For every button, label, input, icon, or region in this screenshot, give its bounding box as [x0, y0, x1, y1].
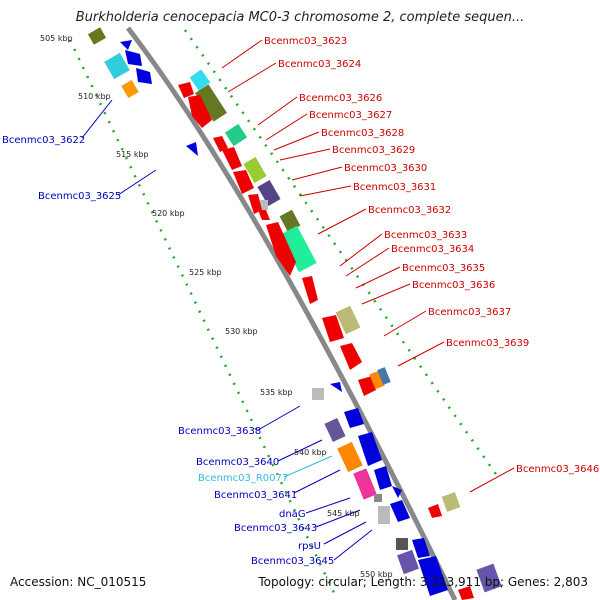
gene-label[interactable]: Bcenmc03_3629	[332, 145, 415, 156]
gene-label[interactable]: Bcenmc03_3624	[278, 59, 361, 70]
gene-label[interactable]: Bcenmc03_3625	[38, 191, 121, 202]
forward-features[interactable]	[178, 69, 474, 600]
gene-arrow	[322, 315, 344, 342]
gene-arrow	[358, 376, 376, 396]
gene-block	[279, 209, 301, 233]
gene-block	[397, 549, 419, 575]
left-labels: Bcenmc03_3622 Bcenmc03_3625 Bcenmc03_363…	[2, 99, 373, 567]
tick-label: 540 kbp	[294, 448, 327, 457]
gene-label[interactable]: Bcenmc03_3634	[391, 244, 474, 255]
gene-arrow	[458, 586, 474, 600]
gene-arrow	[213, 136, 228, 152]
gene-block	[335, 305, 361, 335]
gene-arrow	[358, 432, 382, 466]
gene-arrow	[248, 194, 262, 214]
gene-label[interactable]: Bcenmc03_R0077	[198, 473, 288, 484]
gene-block	[369, 370, 385, 390]
tick-label: 535 kbp	[260, 388, 293, 397]
gene-arrow	[392, 486, 402, 498]
tick-label: 530 kbp	[225, 327, 258, 336]
summary-label: Topology: circular; Length: 3,213,911 bp…	[258, 575, 588, 589]
gene-arrow	[412, 538, 430, 558]
gene-block	[441, 492, 461, 512]
gene-arrow	[266, 222, 296, 276]
gene-label[interactable]: Bcenmc03_3622	[2, 135, 85, 146]
gene-block	[257, 179, 281, 207]
gene-label[interactable]: Bcenmc03_3627	[309, 110, 392, 121]
gene-arrow	[390, 500, 410, 522]
gene-block	[378, 506, 390, 524]
gene-label[interactable]: Bcenmc03_3641	[214, 490, 297, 501]
accession-label: Accession: NC_010515	[10, 575, 147, 589]
gene-label[interactable]: rpsU	[298, 541, 321, 552]
gene-arrow	[340, 343, 362, 370]
reverse-features[interactable]	[87, 27, 502, 596]
gene-block	[189, 69, 211, 91]
gene-arrow	[418, 556, 448, 596]
gene-label[interactable]: dnaG	[279, 509, 306, 520]
gene-block	[195, 84, 227, 122]
gene-arrow	[222, 147, 242, 170]
gene-arrow	[258, 210, 270, 220]
tick-label: 510 kbp	[78, 92, 111, 101]
gene-label[interactable]: Bcenmc03_3633	[384, 230, 467, 241]
gene-label[interactable]: Bcenmc03_3645	[251, 556, 334, 567]
gene-label[interactable]: Bcenmc03_3646	[516, 464, 599, 475]
gene-arrow	[186, 142, 198, 156]
tick-label: 545 kbp	[327, 509, 360, 518]
gene-block	[224, 123, 248, 147]
gene-arrow	[344, 408, 364, 428]
right-labels: Bcenmc03_3623 Bcenmc03_3624 Bcenmc03_362…	[221, 36, 599, 493]
tick-label: 520 kbp	[152, 209, 185, 218]
gene-block	[374, 494, 382, 502]
gene-block	[260, 200, 268, 210]
gene-label[interactable]: Bcenmc03_3623	[264, 36, 347, 47]
gene-block	[396, 538, 408, 550]
gene-block	[121, 79, 139, 99]
gene-label[interactable]: Bcenmc03_3626	[299, 93, 382, 104]
gene-label[interactable]: Bcenmc03_3639	[446, 338, 529, 349]
gene-label[interactable]: Bcenmc03_3637	[428, 307, 511, 318]
backbone	[126, 26, 458, 600]
gene-arrow	[233, 170, 254, 194]
gene-block	[87, 27, 107, 45]
gene-block	[104, 52, 130, 80]
gene-block	[324, 417, 346, 443]
gene-block	[312, 388, 324, 400]
gene-arrow	[188, 95, 212, 128]
gene-label[interactable]: Bcenmc03_3628	[321, 128, 404, 139]
gene-block	[353, 468, 377, 500]
gene-label[interactable]: Bcenmc03_3635	[402, 263, 485, 274]
tick-label: 505 kbp	[40, 34, 73, 43]
gene-label[interactable]: Bcenmc03_3640	[196, 457, 279, 468]
gc-track-outer	[183, 29, 502, 481]
gene-block	[243, 156, 267, 184]
gene-label[interactable]: Bcenmc03_3636	[412, 280, 495, 291]
tick-label: 550 kbp	[360, 570, 393, 579]
tick-label: 525 kbp	[189, 268, 222, 277]
gene-block	[476, 563, 502, 593]
gene-label[interactable]: Bcenmc03_3632	[368, 205, 451, 216]
gene-arrow	[330, 382, 342, 392]
gene-label[interactable]: Bcenmc03_3643	[234, 523, 317, 534]
gene-arrow	[136, 68, 152, 84]
gene-arrow	[125, 50, 142, 66]
gene-label[interactable]: Bcenmc03_3631	[353, 182, 436, 193]
gene-arrow	[428, 504, 442, 518]
gene-block	[377, 367, 391, 385]
gene-label[interactable]: Bcenmc03_3638	[178, 426, 261, 437]
gene-arrow	[178, 82, 194, 98]
gene-block	[279, 225, 317, 273]
map-title: Burkholderia cenocepacia MC0-3 chromosom…	[75, 10, 525, 25]
tick-label: 515 kbp	[116, 150, 149, 159]
gene-arrow	[302, 276, 318, 304]
gene-block	[337, 441, 363, 473]
gene-arrow	[374, 466, 392, 490]
gene-arrow	[120, 40, 132, 50]
gene-label[interactable]: Bcenmc03_3630	[344, 163, 427, 174]
